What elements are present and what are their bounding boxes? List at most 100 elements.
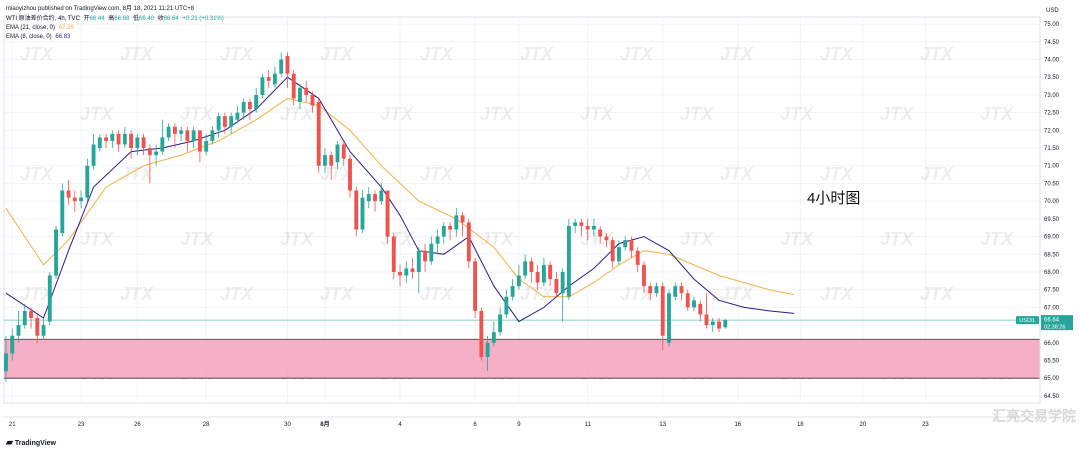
y-tick-label: 75.00 [1044, 22, 1060, 28]
candle-body [366, 194, 371, 202]
jtx-watermark: JTX [320, 284, 354, 304]
candle-body [460, 215, 465, 223]
candle-body [385, 190, 390, 237]
jtx-watermark: JTX [820, 44, 854, 64]
y-tick-label: 72.50 [1044, 111, 1060, 117]
jtx-watermark: JTX [780, 104, 814, 124]
jtx-watermark: JTX [80, 229, 114, 249]
x-tick-label: 28 [203, 422, 210, 428]
candle-body [216, 116, 221, 131]
candle-body [585, 225, 590, 230]
open-label: 开 [83, 16, 90, 22]
jtx-watermark: JTX [520, 44, 554, 64]
y-tick-label: 67.00 [1044, 305, 1060, 311]
y-tick-label: 67.50 [1044, 288, 1060, 294]
jtx-watermark: JTX [680, 229, 714, 249]
change-value: +0.21 (+0.31%) [182, 16, 224, 22]
close-label: 收 [157, 16, 164, 22]
x-tick-label: 26 [134, 422, 141, 428]
candle-body [379, 190, 384, 202]
close-value: 66.64 [163, 16, 179, 22]
candle-body [504, 296, 509, 315]
candle-body [485, 342, 490, 357]
candle-body [604, 236, 609, 241]
jtx-watermark: JTX [120, 44, 154, 64]
candle-body [141, 137, 146, 149]
published-caption: miaoyizhou published on TradingView.com,… [6, 6, 195, 12]
candle-body [404, 268, 409, 276]
candle-body [354, 190, 359, 230]
jtx-watermark: JTX [220, 164, 254, 184]
jtx-watermark: JTX [180, 104, 214, 124]
jtx-watermark: JTX [720, 44, 754, 64]
y-tick-label: 74.50 [1044, 40, 1060, 46]
candle-body [473, 261, 478, 311]
candle-body [416, 250, 421, 272]
jtx-watermark: JTX [520, 284, 554, 304]
jtx-watermark: JTX [320, 164, 354, 184]
candle-body [116, 133, 121, 145]
candle-body [304, 87, 309, 95]
candle-body [41, 325, 46, 336]
symbol-name: WTI 原油差价合约, 4h, TVC [6, 16, 80, 22]
candle-body [60, 190, 65, 234]
jtx-watermark: JTX [80, 104, 114, 124]
candle-body [72, 197, 77, 202]
jtx-watermark: JTX [780, 229, 814, 249]
candle-body [642, 264, 646, 287]
candle-body [679, 286, 684, 294]
x-tick-label: 18 [797, 422, 804, 428]
candle-body [147, 148, 152, 156]
candle-body [591, 225, 596, 230]
jtx-watermark: JTX [980, 229, 1014, 249]
candle-body [673, 286, 678, 297]
tradingview-logo[interactable]: ▰ TradingView [6, 437, 56, 447]
candle-body [667, 293, 671, 343]
jtx-watermark: JTX [280, 104, 314, 124]
y-tick-label: 64.50 [1044, 394, 1060, 400]
candle-body [341, 144, 346, 159]
candle-body [273, 73, 277, 85]
candle-body [723, 320, 728, 328]
low-value: 66.40 [139, 16, 155, 22]
candle-body [129, 133, 134, 149]
candle-body [323, 155, 327, 166]
candle-body [166, 126, 171, 138]
jtx-watermark: JTX [20, 164, 54, 184]
candle-body [454, 215, 459, 230]
candle-body [529, 261, 534, 272]
candle-body [154, 151, 159, 156]
jtx-watermark: JTX [620, 164, 654, 184]
jtx-watermark: JTX [880, 229, 914, 249]
y-tick-label: 71.50 [1044, 146, 1060, 152]
candle-body [554, 279, 559, 294]
candle-body [523, 261, 528, 276]
x-tick-label: 16 [734, 422, 741, 428]
candle-body [573, 222, 578, 226]
candle-body [254, 94, 259, 110]
candle-body [22, 310, 27, 326]
candle-body [373, 194, 377, 202]
candle-body [704, 314, 709, 326]
y-tick-label: 69.50 [1044, 217, 1060, 223]
candle-body [316, 101, 321, 166]
candle-body [491, 332, 496, 343]
x-tick-label: 23 [922, 422, 929, 428]
candle-body [291, 73, 296, 99]
ema21-value: 67.36 [58, 25, 74, 31]
candle-body [623, 240, 628, 248]
price-tag-timer: 02:38:26 [1044, 325, 1065, 331]
jtx-watermark: JTX [920, 44, 954, 64]
plot-area [3, 16, 1041, 404]
symbol-legend: WTI 原油差价合约, 4h, TVC 开66.44 高66.68 低66.40… [6, 15, 224, 23]
y-tick-label: 73.00 [1044, 93, 1060, 99]
x-tick-label: 20 [860, 422, 867, 428]
jtx-watermark: JTX [620, 284, 654, 304]
y-tick-label: 70.00 [1044, 199, 1060, 205]
support-zone [4, 339, 1040, 379]
jtx-watermark: JTX [220, 284, 254, 304]
candle-body [391, 236, 396, 272]
ema21-legend: EMA (21, close, 0) 67.36 [6, 24, 74, 32]
